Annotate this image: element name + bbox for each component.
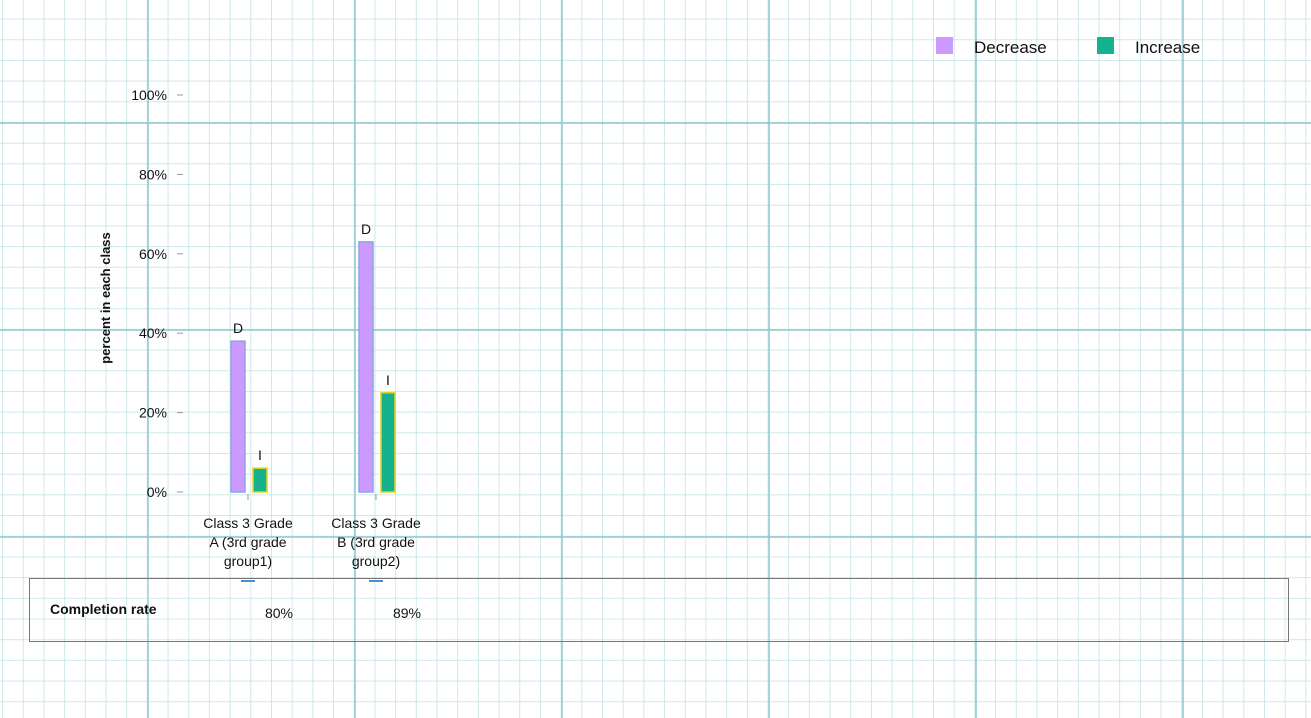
bars: D I D I xyxy=(230,221,396,493)
completion-value-class-b: 89% xyxy=(392,605,422,621)
y-axis-title: percent in each class xyxy=(98,232,113,364)
bar-label: I xyxy=(386,372,390,388)
y-tick-label: 100% xyxy=(131,87,167,103)
bar xyxy=(230,340,246,493)
table-marker xyxy=(369,580,383,582)
y-axis: 0% 20% 40% 60% 80% 100% xyxy=(131,87,183,500)
x-ticks xyxy=(247,494,377,500)
completion-rate-label: Completion rate xyxy=(50,601,157,617)
legend-swatch xyxy=(1097,37,1114,54)
x-tick-label: Class 3 Grade B (3rd grade group2) xyxy=(331,515,421,569)
y-tick-label: 60% xyxy=(139,246,167,262)
y-tick-label: 40% xyxy=(139,325,167,341)
bar-label: D xyxy=(233,320,243,336)
bar xyxy=(358,241,374,493)
legend: Decrease Increase xyxy=(936,37,1200,57)
bar-label: I xyxy=(258,447,262,463)
x-tick-label: Class 3 Grade A (3rd grade group1) xyxy=(203,515,293,569)
y-tick-label: 80% xyxy=(139,166,167,182)
bar xyxy=(252,467,268,493)
y-tick-label: 20% xyxy=(139,405,167,421)
legend-label: Increase xyxy=(1135,38,1200,57)
completion-table: Completion rate 80% 89% xyxy=(29,578,1289,642)
table-marker xyxy=(241,580,255,582)
bar-label: D xyxy=(361,221,371,237)
y-tick-label: 0% xyxy=(147,484,167,500)
legend-swatch xyxy=(936,37,953,54)
bar xyxy=(380,392,396,493)
legend-label: Decrease xyxy=(974,38,1047,57)
completion-value-class-a: 80% xyxy=(264,605,294,621)
